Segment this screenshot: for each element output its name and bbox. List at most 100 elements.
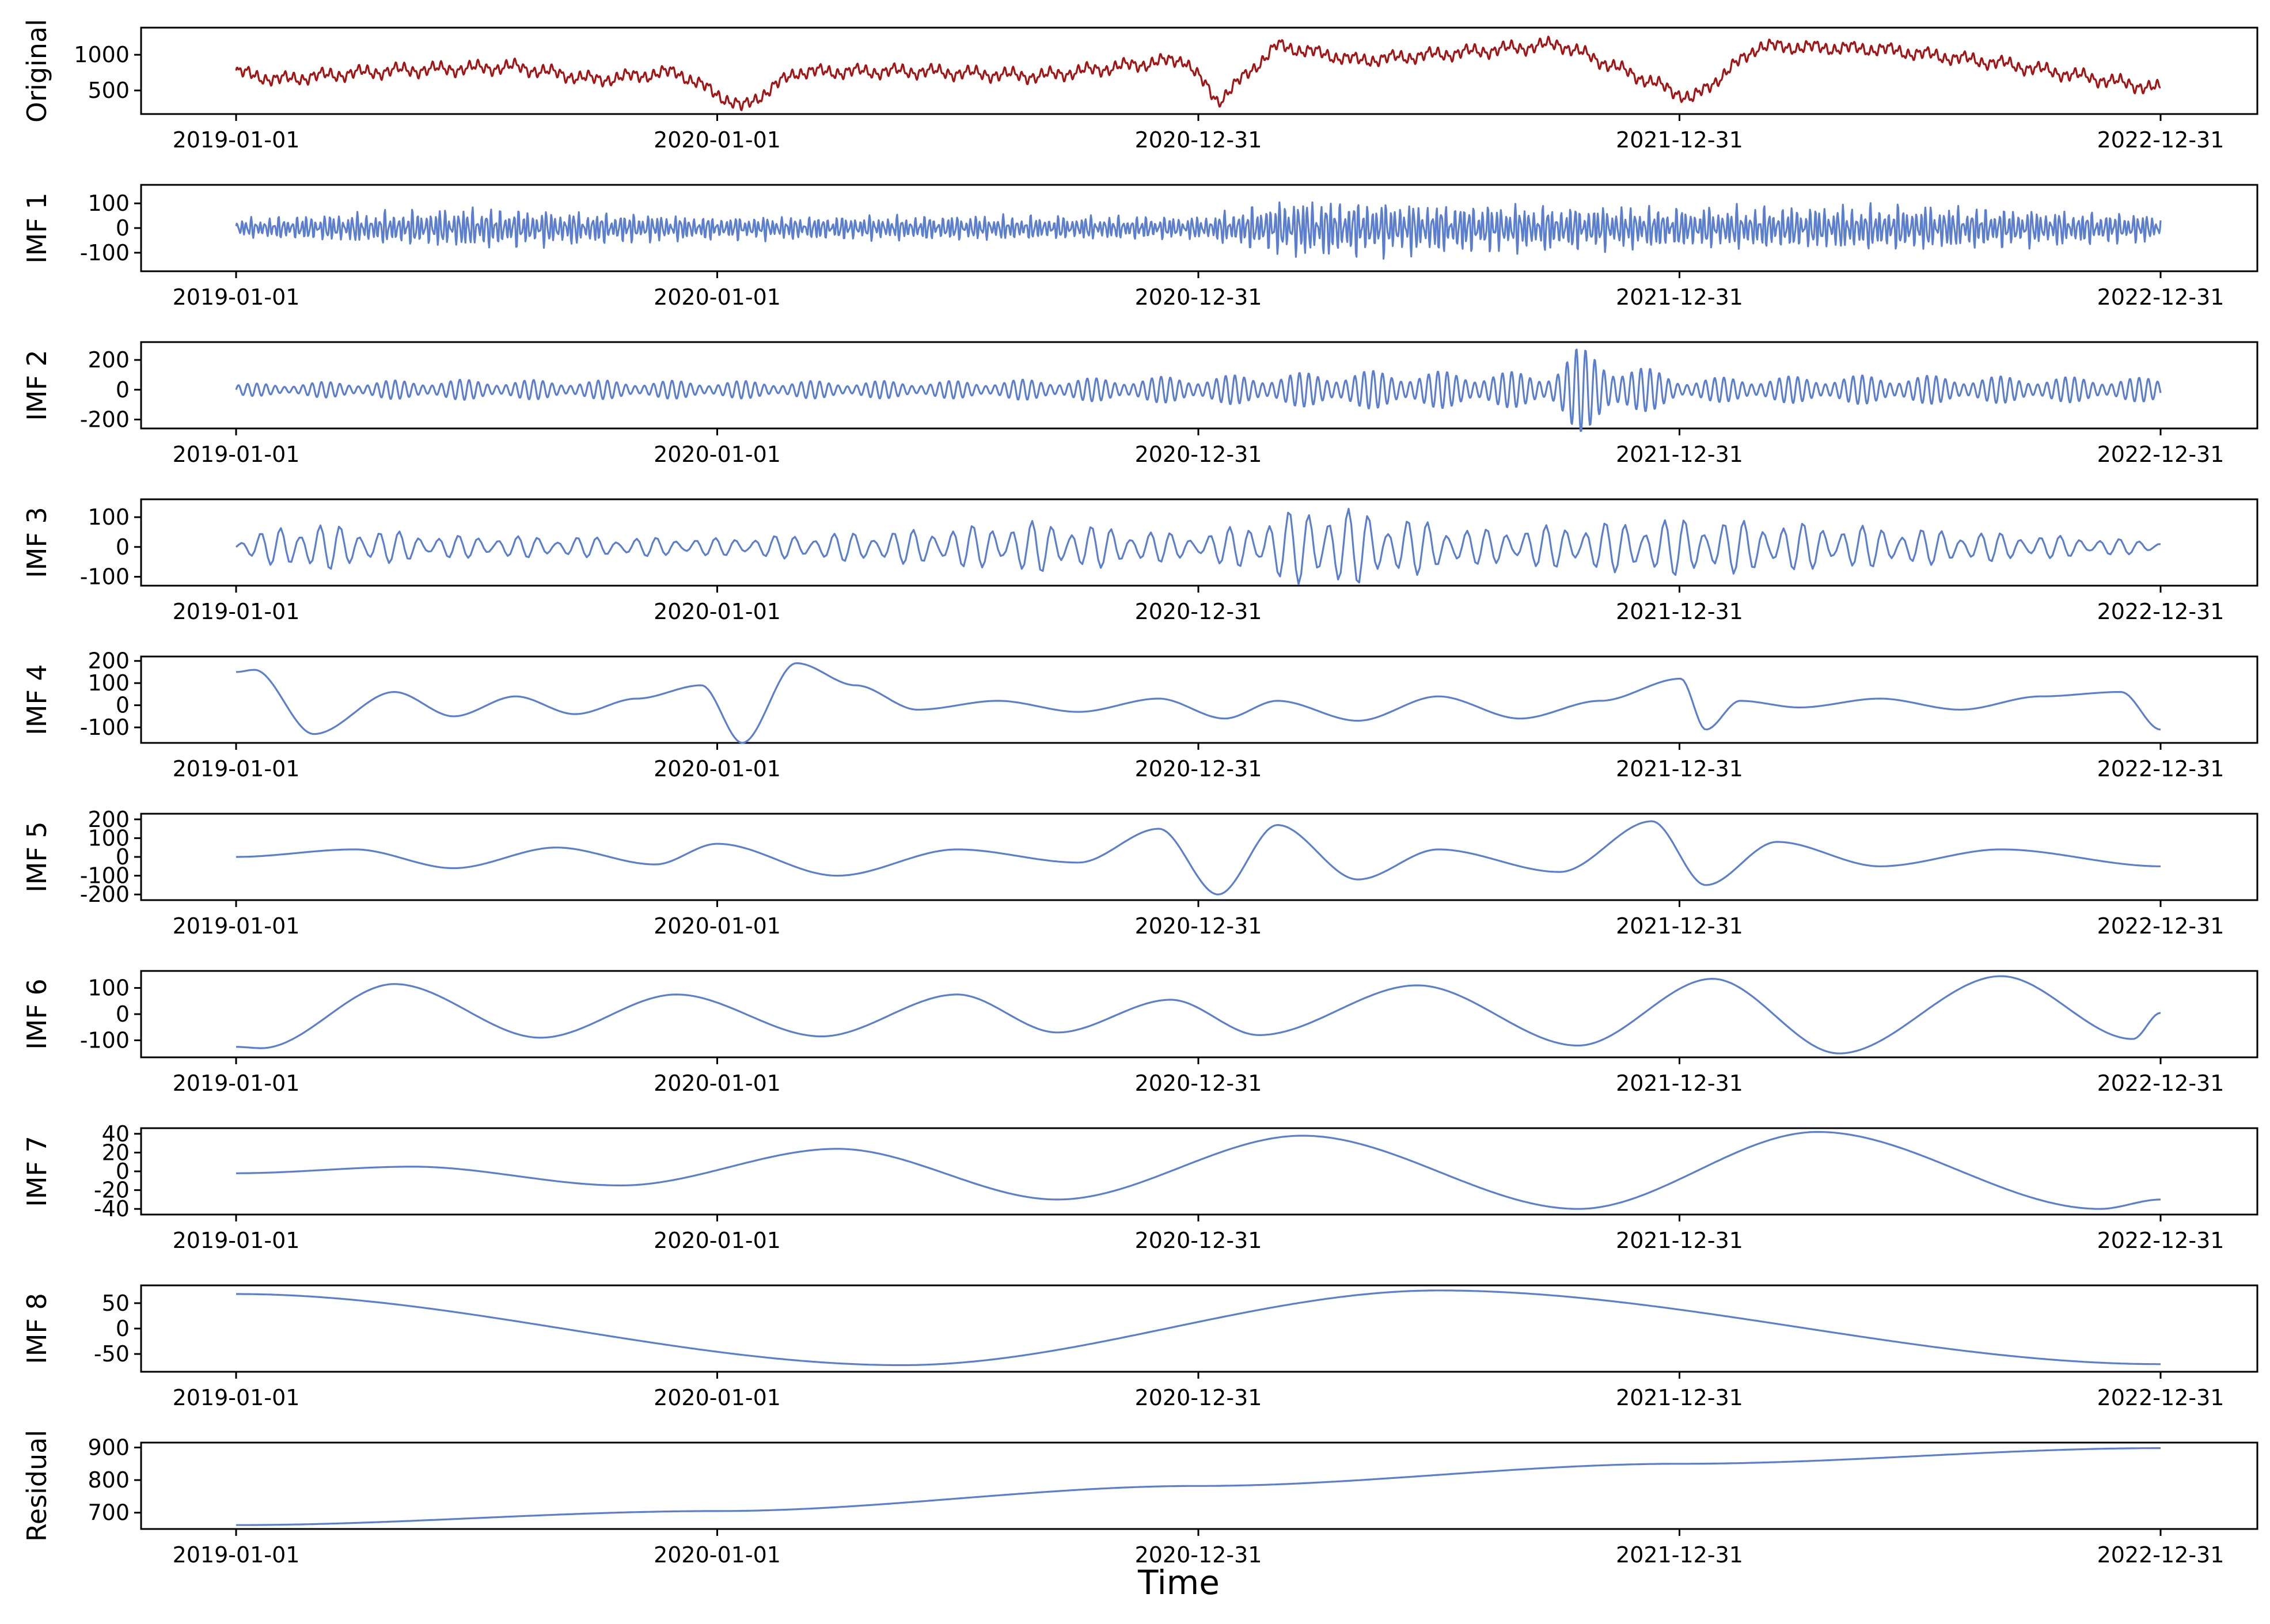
- panel-frame: [140, 970, 2258, 1058]
- x-tick-label: 2019-01-01: [173, 599, 300, 624]
- x-tick-label: 2022-12-31: [2097, 127, 2225, 153]
- x-tick-label: 2021-12-31: [1616, 1385, 1743, 1410]
- panel-residual: Residual 700 800 900 2019-01-01 2020-01-01 202…: [21, 1430, 2258, 1568]
- y-tick-label: -40: [94, 1196, 130, 1221]
- panel-frame: [140, 498, 2258, 587]
- x-tick-label: 2021-12-31: [1616, 284, 1743, 310]
- x-tick-label: 2021-12-31: [1616, 442, 1743, 467]
- x-tick-label: 2020-12-31: [1135, 913, 1262, 939]
- y-axis-label: Original: [21, 19, 52, 123]
- x-tick-label: 2020-01-01: [654, 1385, 781, 1410]
- x-tick-label: 2020-01-01: [654, 1228, 781, 1253]
- x-tick-label: 2022-12-31: [2097, 913, 2225, 939]
- y-axis-label: IMF 2: [21, 350, 52, 421]
- x-tick-label: 2020-01-01: [654, 284, 781, 310]
- y-tick-label: 100: [88, 504, 130, 530]
- x-tick-label: 2022-12-31: [2097, 1071, 2225, 1096]
- y-tick-label: -50: [94, 1341, 130, 1367]
- y-tick-label: 40: [102, 1121, 130, 1147]
- y-tick-label: -200: [80, 882, 130, 907]
- x-tick-label: 2020-01-01: [654, 756, 781, 781]
- y-axis-label: IMF 3: [21, 507, 52, 578]
- panel-imf-2: IMF 2 -200 0 200 2019-01-01 2020-01-01 2020-12…: [21, 341, 2258, 467]
- y-tick-label: 200: [88, 807, 130, 832]
- y-tick-label: 0: [116, 534, 130, 560]
- y-axis-label: IMF 5: [21, 821, 52, 893]
- x-tick-label: 2020-12-31: [1135, 756, 1262, 781]
- x-tick-label: 2020-01-01: [654, 599, 781, 624]
- x-tick-label: 2021-12-31: [1616, 599, 1743, 624]
- panel-frame: [140, 1127, 2258, 1216]
- x-tick-label: 2021-12-31: [1616, 127, 1743, 153]
- y-tick-label: 0: [116, 844, 130, 870]
- series-line: [236, 820, 2161, 896]
- y-axis-label: IMF 1: [21, 192, 52, 264]
- panel-frame: [140, 1284, 2258, 1373]
- y-tick-label: -20: [94, 1178, 130, 1203]
- y-axis-label: Residual: [21, 1430, 52, 1542]
- y-tick-label: 100: [88, 976, 130, 1001]
- y-tick-label: 20: [102, 1140, 130, 1165]
- series-line: [236, 1289, 2161, 1367]
- y-tick-label: -200: [80, 407, 130, 432]
- y-tick-label: 100: [88, 191, 130, 216]
- x-tick-label: 2022-12-31: [2097, 1228, 2225, 1253]
- y-tick-label: 0: [116, 1316, 130, 1341]
- panel-frame: [140, 813, 2258, 901]
- y-tick-label: 1000: [74, 42, 130, 67]
- x-tick-label: 2020-12-31: [1135, 284, 1262, 310]
- y-tick-label: 700: [88, 1500, 130, 1526]
- x-tick-label: 2022-12-31: [2097, 1385, 2225, 1410]
- x-tick-label: 2020-12-31: [1135, 1071, 1262, 1096]
- x-tick-label: 2019-01-01: [173, 1385, 300, 1410]
- x-tick-label: 2022-12-31: [2097, 442, 2225, 467]
- y-tick-label: -100: [80, 863, 130, 889]
- x-tick-label: 2020-12-31: [1135, 1228, 1262, 1253]
- x-tick-label: 2019-01-01: [173, 1228, 300, 1253]
- series-line: [235, 35, 2161, 111]
- y-tick-label: 0: [116, 1001, 130, 1027]
- x-tick-label: 2020-12-31: [1135, 1385, 1262, 1410]
- y-tick-label: -100: [80, 564, 130, 589]
- x-axis-title: Time: [1138, 1563, 1220, 1602]
- y-tick-label: -100: [80, 1027, 130, 1053]
- x-tick-label: 2019-01-01: [173, 284, 300, 310]
- x-tick-label: 2020-12-31: [1135, 127, 1262, 153]
- x-tick-label: 2021-12-31: [1616, 1542, 1743, 1568]
- series-line: [236, 1447, 2161, 1526]
- x-tick-label: 2019-01-01: [173, 127, 300, 153]
- panel-original: Original 500 1000 2019-01-01 2020-01-01 2020-…: [21, 19, 2258, 153]
- x-tick-label: 2019-01-01: [173, 756, 300, 781]
- y-axis-label: IMF 6: [21, 978, 52, 1050]
- y-tick-label: 0: [116, 215, 130, 241]
- series-line: [235, 507, 2161, 586]
- x-tick-label: 2019-01-01: [173, 1542, 300, 1568]
- x-tick-label: 2020-12-31: [1135, 599, 1262, 624]
- x-tick-label: 2020-01-01: [654, 1071, 781, 1096]
- y-tick-label: 900: [88, 1435, 130, 1460]
- series-line: [236, 975, 2161, 1054]
- y-tick-label: 100: [88, 825, 130, 851]
- y-axis-label: IMF 4: [21, 664, 52, 735]
- y-axis-label: IMF 7: [21, 1136, 52, 1207]
- x-tick-label: 2019-01-01: [173, 913, 300, 939]
- x-tick-label: 2020-01-01: [654, 442, 781, 467]
- panel-frame: [140, 26, 2258, 115]
- y-tick-label: 200: [88, 648, 130, 674]
- x-tick-label: 2022-12-31: [2097, 1542, 2225, 1568]
- x-tick-label: 2019-01-01: [173, 1071, 300, 1096]
- x-tick-label: 2022-12-31: [2097, 284, 2225, 310]
- y-tick-label: 0: [116, 693, 130, 718]
- y-tick-label: 0: [116, 377, 130, 403]
- x-tick-label: 2021-12-31: [1616, 1228, 1743, 1253]
- x-tick-label: 2021-12-31: [1616, 913, 1743, 939]
- x-tick-label: 2019-01-01: [173, 442, 300, 467]
- x-tick-label: 2020-12-31: [1135, 1542, 1262, 1568]
- y-axis-label: IMF 8: [21, 1293, 52, 1364]
